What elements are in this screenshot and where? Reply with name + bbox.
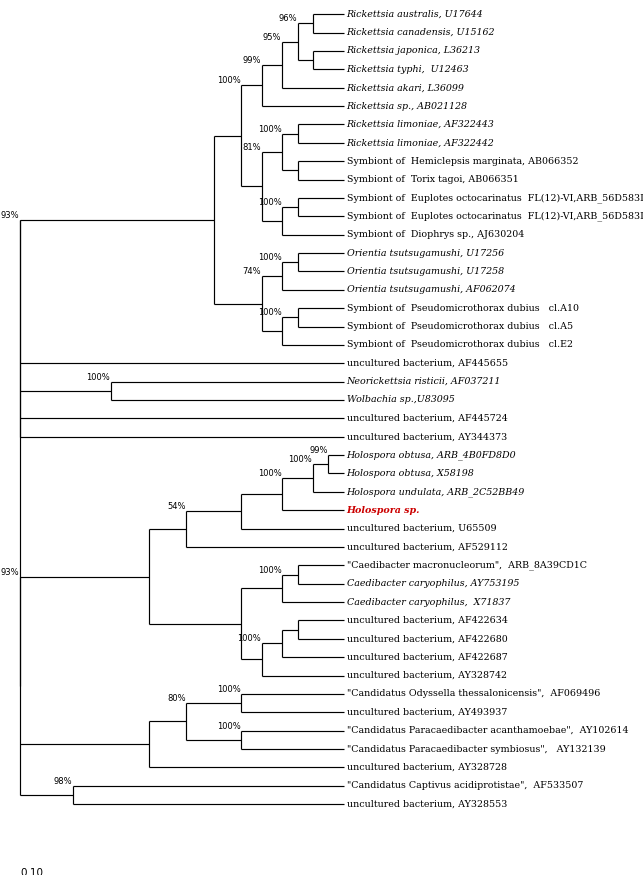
Text: 100%: 100% <box>258 198 282 207</box>
Text: uncultured bacterium, AY328728: uncultured bacterium, AY328728 <box>347 763 507 772</box>
Text: Rickettsia limoniae, AF322443: Rickettsia limoniae, AF322443 <box>347 120 494 129</box>
Text: Symbiont of  Pseudomicrothorax dubius   cl.A10: Symbiont of Pseudomicrothorax dubius cl.… <box>347 304 579 312</box>
Text: uncultured bacterium, AF422687: uncultured bacterium, AF422687 <box>347 653 507 662</box>
Text: uncultured bacterium, AY344373: uncultured bacterium, AY344373 <box>347 432 507 441</box>
Text: 100%: 100% <box>258 469 282 478</box>
Text: Holospora sp.: Holospora sp. <box>347 506 420 514</box>
Text: uncultured bacterium, AF422634: uncultured bacterium, AF422634 <box>347 616 507 625</box>
Text: Symbiont of  Diophrys sp., AJ630204: Symbiont of Diophrys sp., AJ630204 <box>347 230 524 239</box>
Text: "Candidatus Paracaedibacter acanthamoebae",  AY102614: "Candidatus Paracaedibacter acanthamoeba… <box>347 726 628 735</box>
Text: Holospora undulata, ARB_2C52BB49: Holospora undulata, ARB_2C52BB49 <box>347 487 525 497</box>
Text: 100%: 100% <box>258 124 282 134</box>
Text: Neorickettsia risticii, AF037211: Neorickettsia risticii, AF037211 <box>347 377 501 386</box>
Text: Caedibacter caryophilus, AY753195: Caedibacter caryophilus, AY753195 <box>347 579 519 588</box>
Text: 93%: 93% <box>1 211 19 220</box>
Text: "Caedibacter macronucleorum",  ARB_8A39CD1C: "Caedibacter macronucleorum", ARB_8A39CD… <box>347 561 586 570</box>
Text: Orientia tsutsugamushi, U17258: Orientia tsutsugamushi, U17258 <box>347 267 503 276</box>
Text: 100%: 100% <box>87 373 111 382</box>
Text: 95%: 95% <box>263 32 282 42</box>
Text: 99%: 99% <box>309 446 328 455</box>
Text: 100%: 100% <box>258 308 282 318</box>
Text: uncultured bacterium, AY328553: uncultured bacterium, AY328553 <box>347 800 507 808</box>
Text: Rickettsia canadensis, U15162: Rickettsia canadensis, U15162 <box>347 28 495 37</box>
Text: Holospora obtusa, X58198: Holospora obtusa, X58198 <box>347 469 475 478</box>
Text: uncultured bacterium, AF529112: uncultured bacterium, AF529112 <box>347 542 507 551</box>
Text: Symbiont of  Pseudomicrothorax dubius   cl.A5: Symbiont of Pseudomicrothorax dubius cl.… <box>347 322 573 331</box>
Text: 74%: 74% <box>242 267 261 276</box>
Text: Symbiont of  Torix tagoi, AB066351: Symbiont of Torix tagoi, AB066351 <box>347 175 518 184</box>
Text: Symbiont of  Hemiclepsis marginata, AB066352: Symbiont of Hemiclepsis marginata, AB066… <box>347 157 578 165</box>
Text: "Candidatus Captivus acidiprotistae",  AF533507: "Candidatus Captivus acidiprotistae", AF… <box>347 781 583 790</box>
Text: Holospora obtusa, ARB_4B0FD8D0: Holospora obtusa, ARB_4B0FD8D0 <box>347 451 516 460</box>
Text: Rickettsia japonica, L36213: Rickettsia japonica, L36213 <box>347 46 480 55</box>
Text: 0.10: 0.10 <box>20 868 43 875</box>
Text: 99%: 99% <box>242 56 261 65</box>
Text: Symbiont of  Euplotes octocarinatus  FL(12)-VI,ARB_56D583D: Symbiont of Euplotes octocarinatus FL(12… <box>347 193 643 203</box>
Text: uncultured bacterium, AF422680: uncultured bacterium, AF422680 <box>347 634 507 643</box>
Text: 100%: 100% <box>289 455 312 465</box>
Text: Wolbachia sp.,U83095: Wolbachia sp.,U83095 <box>347 396 455 404</box>
Text: 100%: 100% <box>217 685 240 694</box>
Text: uncultured bacterium, AY328742: uncultured bacterium, AY328742 <box>347 671 507 680</box>
Text: uncultured bacterium, U65509: uncultured bacterium, U65509 <box>347 524 496 533</box>
Text: 100%: 100% <box>217 722 240 731</box>
Text: 81%: 81% <box>242 143 261 152</box>
Text: Rickettsia limoniae, AF322442: Rickettsia limoniae, AF322442 <box>347 138 494 147</box>
Text: 100%: 100% <box>258 253 282 262</box>
Text: 93%: 93% <box>1 568 19 577</box>
Text: uncultured bacterium, AY493937: uncultured bacterium, AY493937 <box>347 708 507 717</box>
Text: Symbiont of  Euplotes octocarinatus  FL(12)-VI,ARB_56D583D: Symbiont of Euplotes octocarinatus FL(12… <box>347 212 643 221</box>
Text: 100%: 100% <box>258 565 282 575</box>
Text: Caedibacter caryophilus,  X71837: Caedibacter caryophilus, X71837 <box>347 598 510 606</box>
Text: Orientia tsutsugamushi, U17256: Orientia tsutsugamushi, U17256 <box>347 248 503 257</box>
Text: Symbiont of  Pseudomicrothorax dubius   cl.E2: Symbiont of Pseudomicrothorax dubius cl.… <box>347 340 572 349</box>
Text: "Candidatus Paracaedibacter symbiosus",   AY132139: "Candidatus Paracaedibacter symbiosus", … <box>347 745 605 753</box>
Text: uncultured bacterium, AF445655: uncultured bacterium, AF445655 <box>347 359 508 368</box>
Text: Rickettsia sp., AB021128: Rickettsia sp., AB021128 <box>347 102 467 110</box>
Text: 100%: 100% <box>217 76 240 86</box>
Text: 54%: 54% <box>167 502 186 511</box>
Text: 100%: 100% <box>237 634 261 643</box>
Text: Rickettsia typhi,  U12463: Rickettsia typhi, U12463 <box>347 65 469 74</box>
Text: uncultured bacterium, AF445724: uncultured bacterium, AF445724 <box>347 414 507 423</box>
Text: 80%: 80% <box>167 694 186 704</box>
Text: Rickettsia australis, U17644: Rickettsia australis, U17644 <box>347 10 483 18</box>
Text: Orientia tsutsugamushi, AF062074: Orientia tsutsugamushi, AF062074 <box>347 285 515 294</box>
Text: Rickettsia akari, L36099: Rickettsia akari, L36099 <box>347 83 464 92</box>
Text: 98%: 98% <box>54 777 73 786</box>
Text: "Candidatus Odyssella thessalonicensis",  AF069496: "Candidatus Odyssella thessalonicensis",… <box>347 690 600 698</box>
Text: 96%: 96% <box>278 14 297 24</box>
